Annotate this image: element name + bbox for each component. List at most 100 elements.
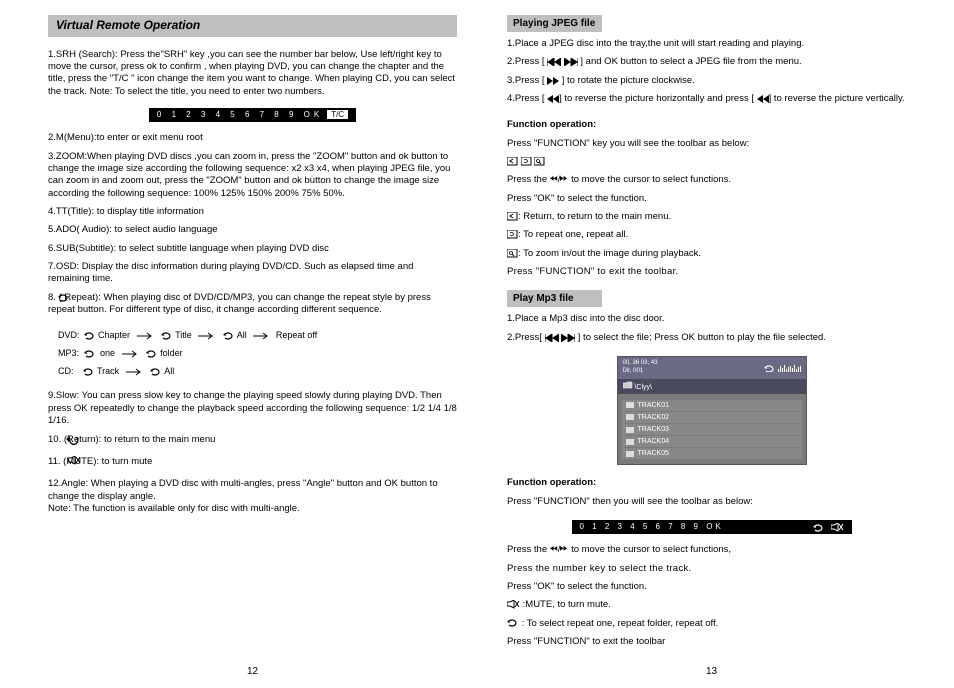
repeat-row-dvd: DVD: Chapter Title All Repeat off: [58, 326, 457, 344]
repeat-row-cd: CD: Track All: [58, 362, 457, 380]
right-icon: [560, 546, 568, 554]
box-zoom-icon: [534, 157, 545, 166]
jpeg-1: 1.Place a JPEG disc into the tray,the un…: [507, 38, 916, 50]
f6t: : To zoom in/out the image during playba…: [518, 248, 701, 259]
mfunc-7: Press "FUNCTION" to exit the toolbar: [507, 636, 916, 648]
mute-icon: [507, 600, 520, 609]
track-icon: [626, 402, 634, 408]
rw-icon: [547, 95, 559, 103]
label-cd: CD:: [58, 366, 74, 376]
next-icon: [564, 58, 578, 66]
repeat-icon: [161, 331, 173, 341]
para-5: 5.ADO( Audio): to select audio language: [48, 224, 457, 236]
mute-icon: [831, 523, 844, 532]
section-title: Virtual Remote Operation: [48, 15, 457, 37]
rw-icon: [757, 95, 769, 103]
track-icon: [626, 451, 634, 457]
repeat-icon: [813, 523, 825, 532]
f4t: : Return, to return to the main menu.: [518, 211, 671, 222]
para-11: 11. (MUTE): to turn mute: [48, 456, 457, 468]
func-2: Press the / to move the cursor to select…: [507, 174, 916, 186]
repeat-icon: [507, 618, 519, 628]
box-return-icon: [507, 157, 518, 166]
numbar-tc: T/C: [327, 110, 348, 119]
mp3-display-top: 00, 36 03, 43 Dir, 001: [618, 357, 806, 379]
track-label: TRACK01: [638, 401, 670, 410]
label-all: All: [164, 366, 174, 376]
para-1: 1.SRH (Search): Press the"SRH" key ,you …: [48, 49, 457, 98]
repeat-icon: [764, 364, 774, 372]
repeat-icon: [83, 367, 95, 377]
j4b: ] to reverse the picture horizontally an…: [559, 93, 757, 104]
j4a: 4.Press [: [507, 93, 547, 104]
label-one: one: [100, 348, 115, 358]
j2b: ] and OK button to select a JPEG file fr…: [578, 56, 802, 67]
arrow-right-icon: [137, 332, 153, 340]
repeat-diagram: DVD: Chapter Title All Repeat off MP3: o…: [58, 326, 457, 380]
func-5: : To repeat one, repeat all.: [507, 229, 916, 241]
para-12: 12.Angle: When playing a DVD disc with m…: [48, 478, 457, 515]
repeat-icon: [146, 349, 158, 359]
page-number: 12: [48, 657, 457, 678]
mfunc-6: : To select repeat one, repeat folder, r…: [507, 618, 916, 630]
arrow-right-icon: [198, 332, 214, 340]
f2a: Press the: [507, 174, 547, 185]
toolbar-bar: 0 1 2 3 4 5 6 7 8 9 OK: [572, 520, 852, 534]
para-9: 9.Slow: You can press slow key to change…: [48, 390, 457, 427]
label-track: Track: [97, 366, 119, 376]
repeat-icon: [84, 331, 96, 341]
para-11-text: 11. (MUTE): to turn mute: [48, 456, 152, 467]
j3b: ] to rotate the picture clockwise.: [559, 75, 695, 86]
mp3-1: 1.Place a Mp3 disc into the disc door.: [507, 313, 916, 325]
jpeg-title: Playing JPEG file: [507, 15, 602, 32]
j4c: ] to reverse the picture vertically.: [769, 93, 905, 104]
track-icon: [626, 414, 634, 420]
track-label: TRACK02: [638, 413, 670, 422]
f5t: : To repeat one, repeat all.: [518, 229, 628, 240]
box-return-icon: [507, 212, 518, 221]
prev-icon: [545, 334, 559, 342]
box-repeat-icon: [507, 230, 518, 239]
repeat-row-mp3: MP3: one folder: [58, 344, 457, 362]
return-icon: [66, 435, 80, 445]
mfunc-5: :MUTE, to turn mute.: [507, 599, 916, 611]
mp3-dir: Dir, 001: [623, 368, 658, 376]
track-icon: [626, 427, 634, 433]
m2a: 2.Press[: [507, 332, 545, 343]
para-2: 2.M(Menu):to enter or exit menu root: [48, 132, 457, 144]
mfunc-2: Press the / to move the cursor to select…: [507, 544, 916, 556]
left-icon: [550, 176, 558, 184]
box-zoom-icon: [507, 249, 518, 258]
track-row: TRACK04: [622, 436, 802, 447]
func-1: Press "FUNCTION" key you will see the to…: [507, 138, 916, 150]
func-7: Press "FUNCTION" to exit the toolbar.: [507, 266, 916, 278]
toolbar-nums: 0 1 2 3 4 5 6 7 8 9 OK: [580, 522, 724, 532]
m2b: ] to select the file; Press OK button to…: [575, 332, 826, 343]
mp3-folder-label: \Clyy\: [634, 384, 652, 391]
repeat-icon: [84, 349, 96, 359]
mute-icon: [68, 456, 82, 466]
track-label: TRACK04: [638, 437, 670, 446]
mfunc-4: Press "OK" to select the function.: [507, 581, 916, 593]
func-title: Function operation:: [507, 119, 916, 131]
label-dvd: DVD:: [58, 330, 80, 340]
prev-icon: [547, 58, 561, 66]
mfunc-1: Press "FUNCTION" then you will see the t…: [507, 496, 916, 508]
jpeg-2: 2.Press [ ] and OK button to select a JP…: [507, 56, 916, 68]
repeat-icon: [58, 293, 72, 303]
track-icon: [626, 439, 634, 445]
label-chapter: Chapter: [98, 330, 130, 340]
ff-icon: [547, 77, 559, 85]
para-10: 10. (Return): to return to the main menu: [48, 434, 457, 446]
func-icons-row: [507, 156, 916, 168]
track-row: TRACK03: [622, 424, 802, 435]
track-label: TRACK03: [638, 425, 670, 434]
mp3-time: 00, 36 03, 43: [623, 360, 658, 368]
func-4: : Return, to return to the main menu.: [507, 211, 916, 223]
box-repeat-icon: [521, 157, 532, 166]
label-mp3: MP3:: [58, 348, 79, 358]
para-6: 6.SUB(Subtitle): to select subtitle lang…: [48, 243, 457, 255]
jpeg-4: 4.Press [ ] to reverse the picture horiz…: [507, 93, 916, 105]
page-left: Virtual Remote Operation 1.SRH (Search):…: [30, 15, 482, 678]
number-bar: 0 1 2 3 4 5 6 7 8 9 OKT/C: [149, 108, 356, 122]
